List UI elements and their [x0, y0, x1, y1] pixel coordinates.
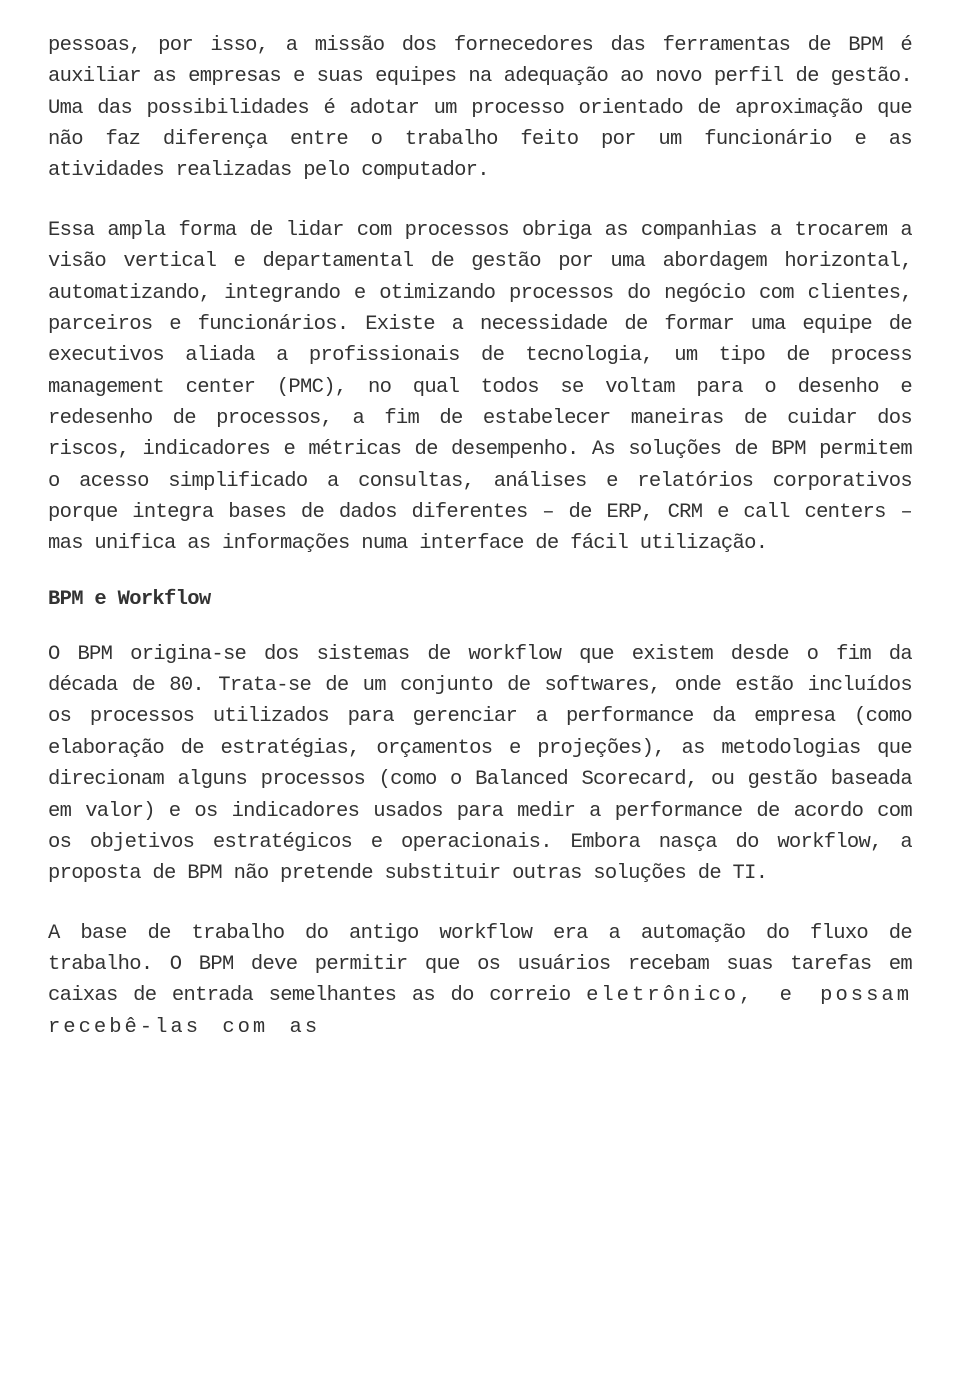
paragraph-4: A base de trabalho do antigo workflow er… — [48, 918, 912, 1043]
paragraph-2: Essa ampla forma de lidar com processos … — [48, 215, 912, 560]
paragraph-3: O BPM origina-se dos sistemas de workflo… — [48, 639, 912, 890]
paragraph-1: pessoas, por isso, a missão dos forneced… — [48, 30, 912, 187]
heading-bpm-workflow: BPM e Workflow — [48, 588, 912, 611]
